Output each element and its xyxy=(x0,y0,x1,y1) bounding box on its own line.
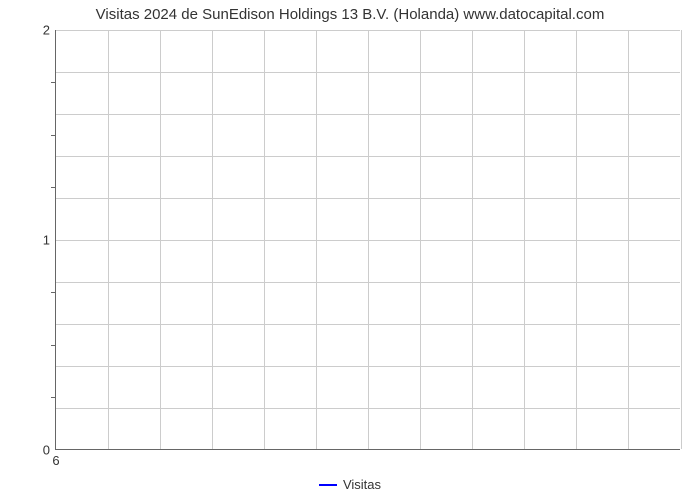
y-tick-label: 0 xyxy=(43,443,50,458)
gridline-h xyxy=(56,156,680,157)
x-tick-label: 6 xyxy=(52,453,59,468)
gridline-h xyxy=(56,198,680,199)
y-minor-tick xyxy=(51,345,56,346)
y-tick-label: 1 xyxy=(43,233,50,248)
gridline-h xyxy=(56,282,680,283)
gridline-h xyxy=(56,366,680,367)
gridline-h xyxy=(56,408,680,409)
y-minor-tick xyxy=(51,135,56,136)
y-minor-tick xyxy=(51,397,56,398)
gridline-h xyxy=(56,72,680,73)
legend: Visitas xyxy=(0,476,700,492)
legend-label: Visitas xyxy=(343,477,381,492)
plot-area: 0126 xyxy=(55,30,680,450)
gridline-h xyxy=(56,324,680,325)
chart-title: Visitas 2024 de SunEdison Holdings 13 B.… xyxy=(0,6,700,23)
gridline-h xyxy=(56,240,680,241)
chart-container: Visitas 2024 de SunEdison Holdings 13 B.… xyxy=(0,0,700,500)
gridline-v xyxy=(681,30,682,449)
legend-swatch xyxy=(319,484,337,486)
y-minor-tick xyxy=(51,187,56,188)
y-tick-label: 2 xyxy=(43,23,50,38)
gridline-h xyxy=(56,30,680,31)
y-minor-tick xyxy=(51,82,56,83)
y-minor-tick xyxy=(51,292,56,293)
gridline-h xyxy=(56,114,680,115)
